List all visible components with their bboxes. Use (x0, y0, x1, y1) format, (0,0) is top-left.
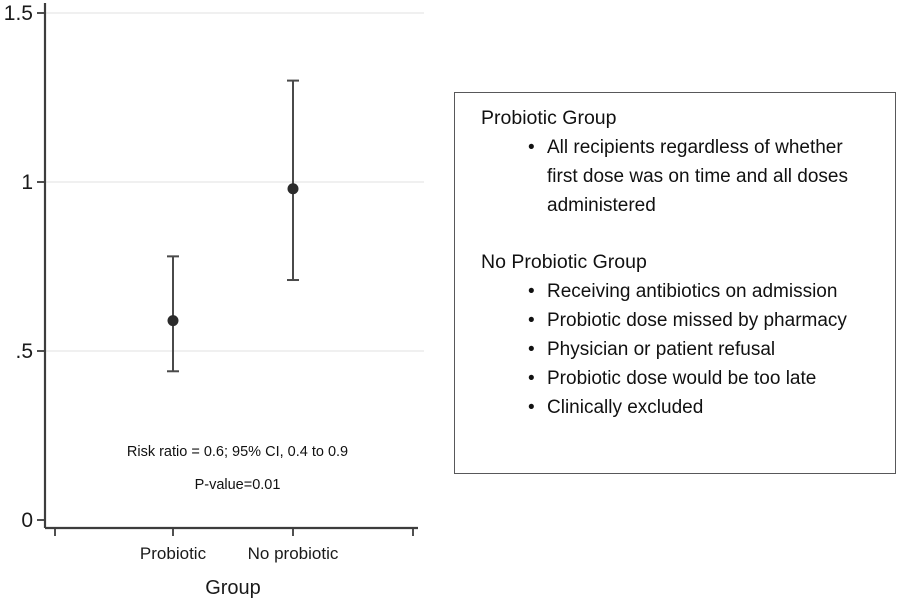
no-probiotic-group-title: No Probiotic Group (481, 251, 647, 273)
x-tick-label: Probiotic (140, 544, 207, 563)
point-marker (287, 183, 299, 195)
y-tick-label: 1 (21, 171, 33, 194)
group-definition-box: Probiotic Group All recipients regardles… (454, 92, 896, 474)
no-probiotic-group-list: Receiving antibiotics on admission Probi… (481, 277, 875, 422)
list-item: Probiotic dose would be too late (481, 364, 875, 393)
risk-ratio-annotation: Risk ratio = 0.6; 95% CI, 0.4 to 0.9 (126, 444, 349, 460)
list-item: Clinically excluded (481, 393, 875, 422)
risk-ratio-chart: 0 .5 1 1.5 Probiotic No probiotic Group (4, 2, 424, 599)
x-axis-title: Group (205, 577, 261, 599)
list-item: Receiving antibiotics on admission (481, 277, 875, 306)
list-item: Probiotic dose missed by pharmacy (481, 306, 875, 335)
x-tick-label: No probiotic (248, 544, 339, 563)
y-tick-label: 1.5 (4, 2, 33, 25)
chart-annotation: Risk ratio = 0.6; 95% CI, 0.4 to 0.9 P-v… (45, 444, 430, 493)
probiotic-group-section: Probiotic Group All recipients regardles… (481, 104, 875, 220)
list-item: All recipients regardless of whether fir… (481, 133, 875, 220)
y-tick-label: 0 (21, 509, 33, 532)
y-tick-label: .5 (15, 340, 33, 363)
probiotic-group-list: All recipients regardless of whether fir… (481, 133, 875, 220)
no-probiotic-group-section: No Probiotic Group Receiving antibiotics… (481, 248, 875, 422)
p-value-annotation: P-value=0.01 (194, 477, 281, 493)
point-marker (167, 315, 179, 327)
probiotic-group-title: Probiotic Group (481, 107, 617, 129)
list-item: Physician or patient refusal (481, 335, 875, 364)
